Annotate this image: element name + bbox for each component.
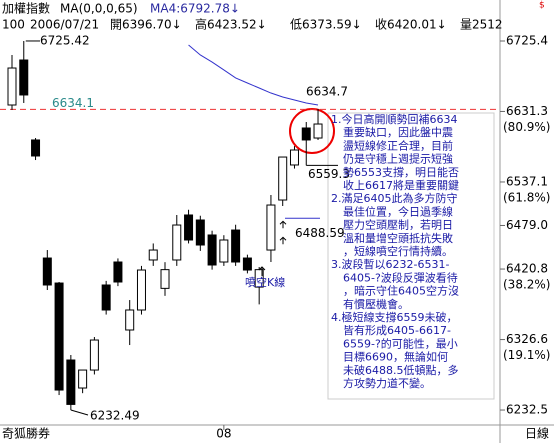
note-line: 4.極短線支撐6559未破， <box>331 310 458 324</box>
y-tick-label: 6725.4 <box>506 33 548 47</box>
note-line: 溫和量增空頭抵抗失敗 <box>343 231 453 245</box>
candle-body <box>195 219 205 246</box>
gap-label: 噴空K線 <box>245 275 285 289</box>
note-line: 皆有形成6405-6617- <box>343 323 451 337</box>
quote-field: 2006/07/21 <box>30 18 99 32</box>
quote-field: 100 <box>2 18 25 32</box>
period: 日線 <box>525 426 549 441</box>
quote-field: 高6423.52↓ <box>195 17 267 32</box>
quote-field: 開6396.70↓ <box>110 18 182 32</box>
candle-body <box>160 269 170 289</box>
candle-body <box>125 309 135 331</box>
x-tick-label: 08 <box>216 427 231 441</box>
candle-body <box>207 234 217 266</box>
y-tick-label: 6537.1 <box>506 174 548 188</box>
candle-body <box>148 249 158 261</box>
note-line: 有慣壓機會。 <box>343 297 409 311</box>
candle-body <box>313 123 323 139</box>
candle-body <box>19 59 29 96</box>
resistance-label: 6634.1 <box>52 96 94 110</box>
fib-label: (61.8%) <box>503 190 550 204</box>
note-line: 6405-?波段反彈波看待 <box>343 270 458 284</box>
candle-body <box>66 359 76 405</box>
low-label: 6232.49 <box>90 409 140 423</box>
note-box <box>327 112 495 400</box>
candle-body <box>7 67 17 106</box>
y-tick-label: 6479.0 <box>506 218 548 232</box>
y-tick-label: 6631.3 <box>506 104 548 118</box>
low-pointer <box>70 409 89 416</box>
note-line: 盪短線修正合理，目前 <box>343 138 453 152</box>
note-line: 未破6488.5低頓點，多 <box>343 363 459 377</box>
candle-body <box>78 369 88 389</box>
candle-body <box>31 139 41 157</box>
candle-body <box>289 149 299 166</box>
quote-field: 收6420.01↓ <box>375 18 447 32</box>
note-line: 仍是守穩上週提示短強 <box>343 152 453 166</box>
candle-body <box>89 339 99 371</box>
ma4-value: MA4:6792.78↓ <box>150 2 240 16</box>
brand: 奇狐勝券 <box>2 426 50 441</box>
quote-field: 量2512 <box>460 18 503 32</box>
corner-mark: $ <box>539 1 545 11</box>
y-tick-label: 6420.8 <box>506 262 548 276</box>
candle-body <box>113 261 123 283</box>
index-name: 加權指數 <box>2 1 50 16</box>
note-line: ，短線噴空行情持續。 <box>343 244 453 258</box>
candle-body <box>184 214 194 241</box>
note-line: 收上6617將是重要關鍵 <box>343 178 459 192</box>
stop-label: 6488.59 <box>295 226 345 240</box>
note-line: 勢6553支撐，明日能否 <box>343 165 459 179</box>
arrow <box>279 236 287 245</box>
candle-body <box>172 224 182 261</box>
candle-body <box>266 204 276 251</box>
quote-field: 低6373.59↓ <box>290 18 362 32</box>
candle-body <box>42 257 52 286</box>
note-line: 重要缺口，因此盤中震 <box>343 125 453 139</box>
support-label: 6559.3 <box>308 167 350 181</box>
y-tick-label: 6232.5 <box>506 403 548 417</box>
candle-body <box>136 269 146 311</box>
high-label: 6725.42 <box>40 33 90 47</box>
ma-line <box>188 44 319 106</box>
y-tick-label: 6326.6 <box>506 332 548 346</box>
fib-label: (38.2%) <box>503 278 550 292</box>
ma-setting: MA(0,0,0,65) <box>60 2 138 16</box>
arrow <box>258 266 266 276</box>
note-line: 3.波段暫以6232-6531- <box>331 257 449 271</box>
note-line: 方攻勢力道不變。 <box>343 376 431 390</box>
candle-body <box>101 284 111 311</box>
note-line: 目標6690，無論如何 <box>343 350 448 364</box>
candle-body <box>301 127 311 141</box>
candle-body <box>54 282 64 391</box>
note-line: 壓力空頭壓制，若明日 <box>343 218 453 232</box>
candle-body <box>231 229 241 263</box>
note-line: ，暗示守住6405空方沒 <box>343 284 459 298</box>
candle-body <box>242 257 252 271</box>
fib-label: (80.9%) <box>503 120 550 134</box>
arrow <box>279 220 287 229</box>
fib-label: (19.1%) <box>503 348 550 362</box>
candle-body <box>278 156 288 201</box>
note-line: 1.今日高開順勢回補6634 <box>331 112 458 126</box>
note-line: 最佳位置，今日過季線 <box>343 204 453 218</box>
note-line: 2.滿足6405此為多方防守 <box>331 191 458 205</box>
peak-label: 6634.7 <box>306 84 348 98</box>
candle-body <box>219 239 229 263</box>
note-line: 6559-?的可能性，最小 <box>343 336 458 350</box>
